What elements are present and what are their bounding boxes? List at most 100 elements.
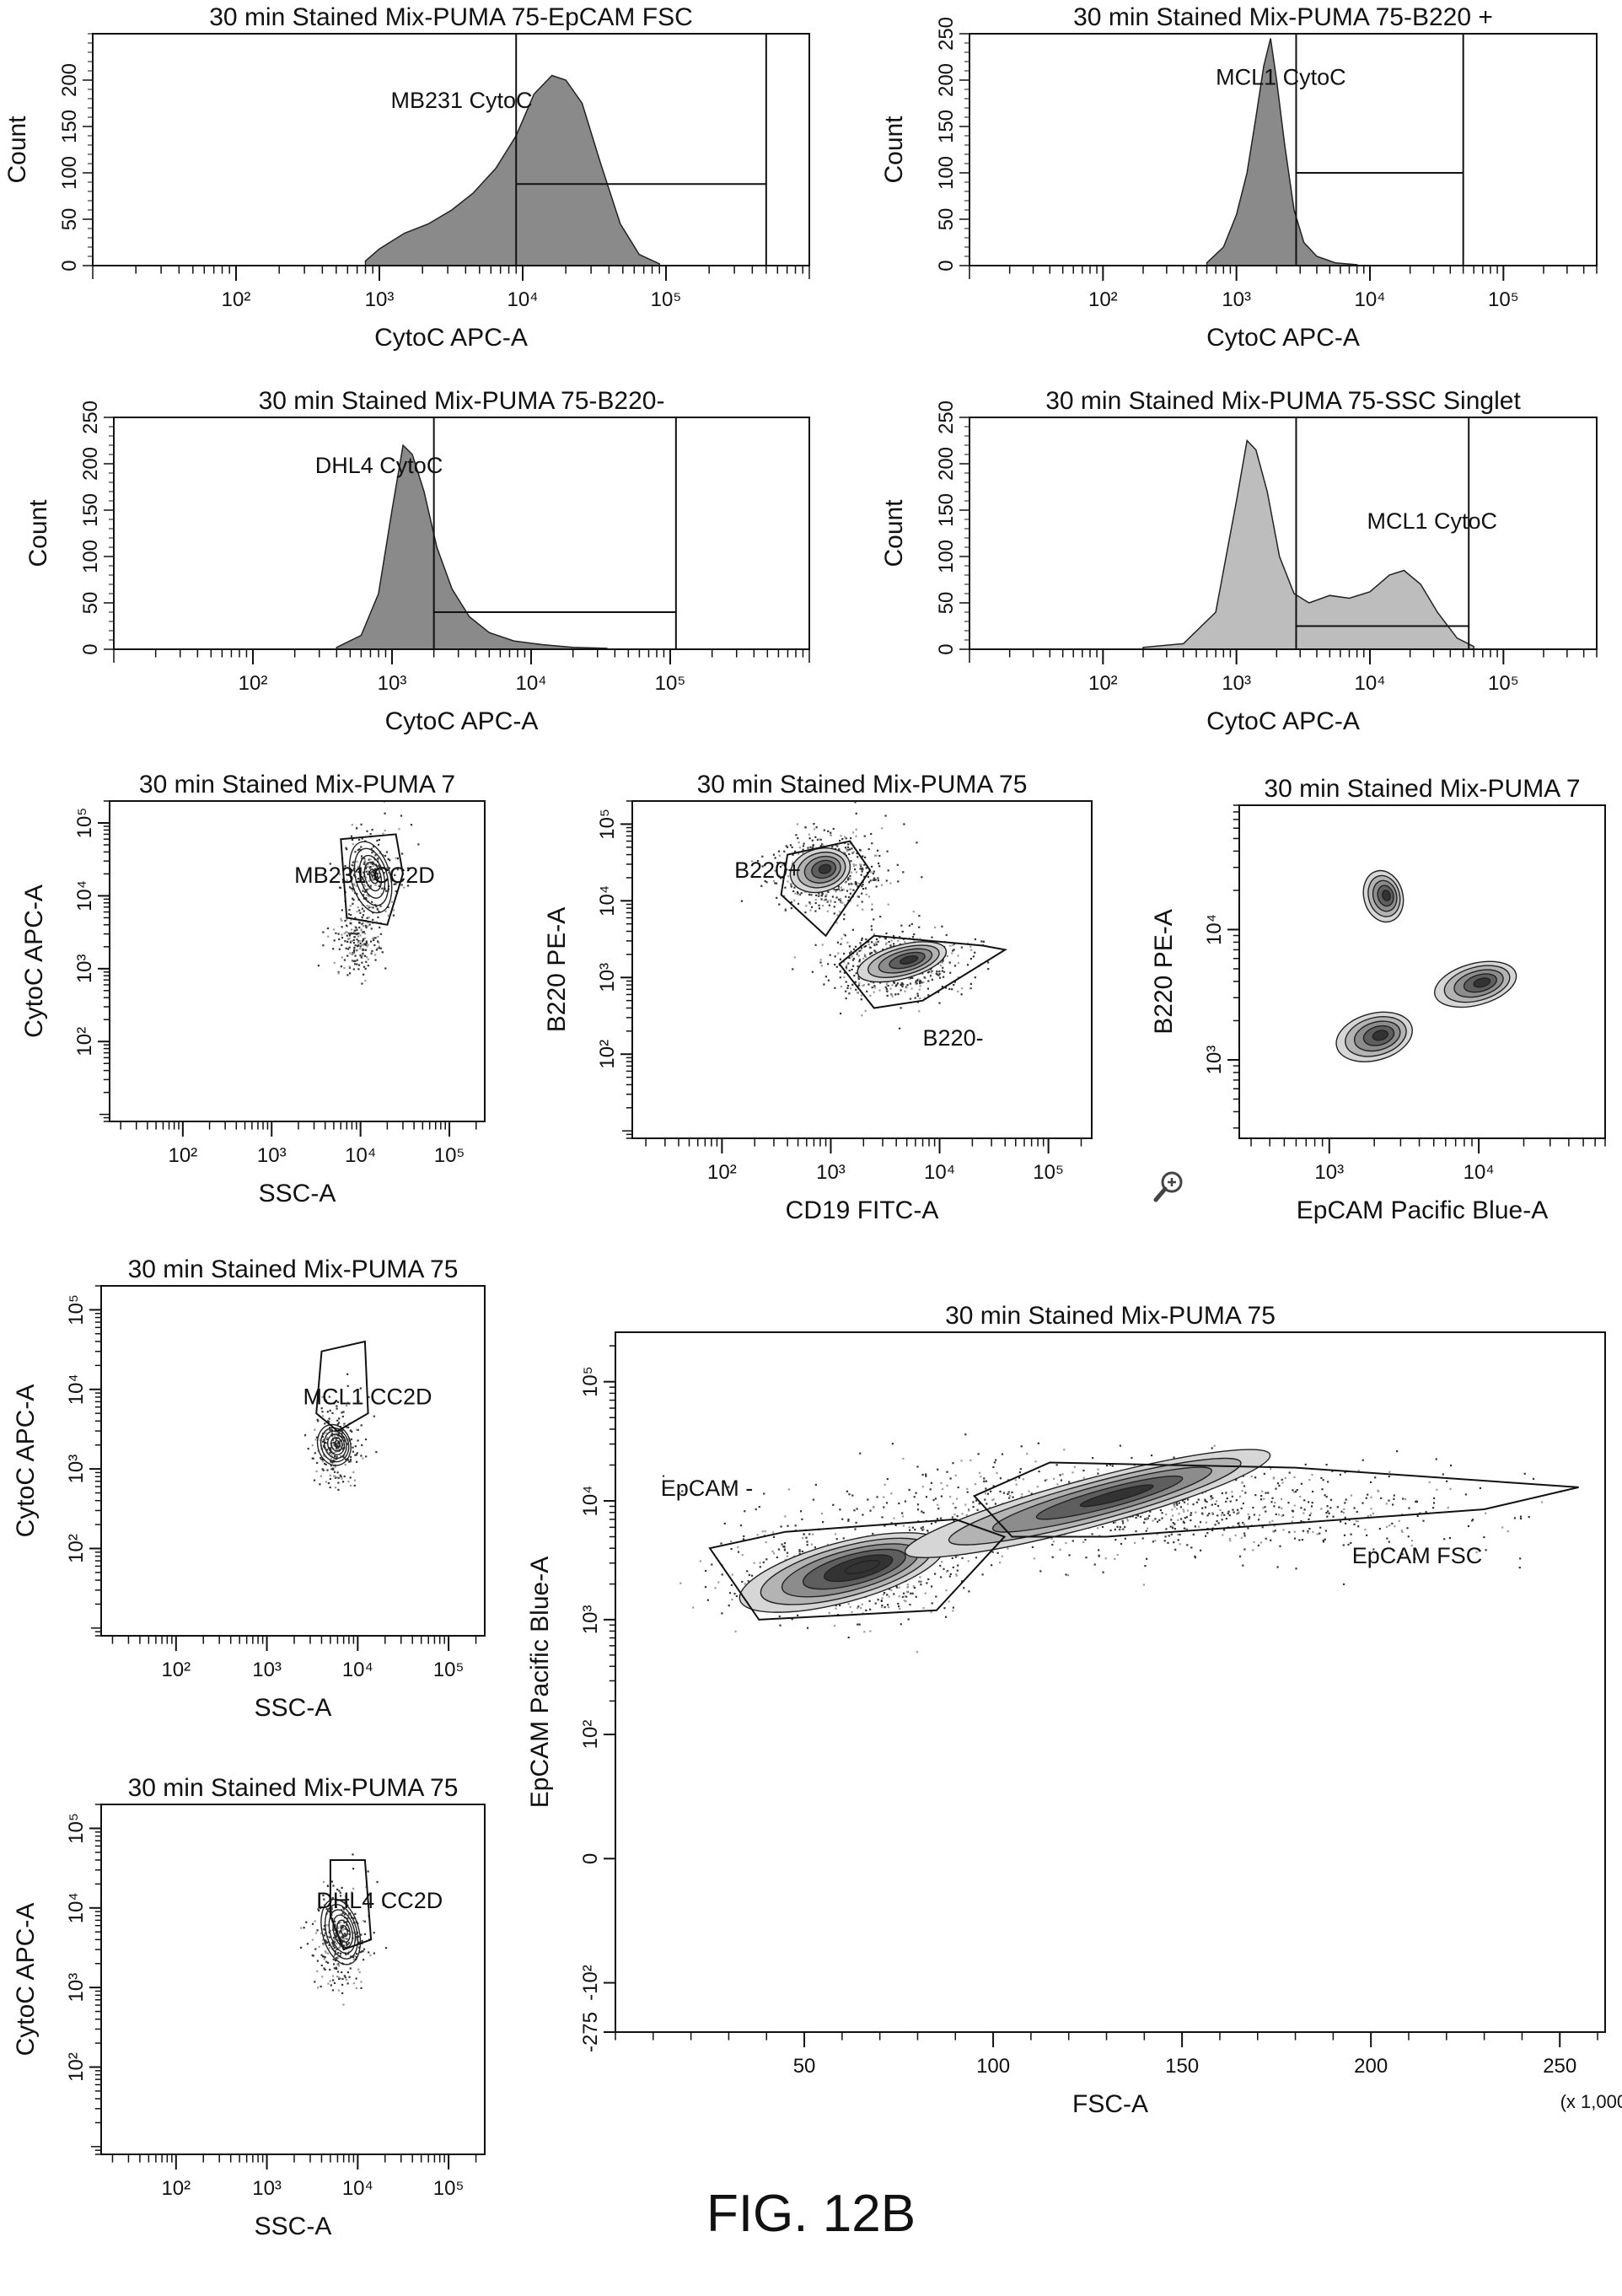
event-dot [877,877,879,879]
x-tick-label: 10⁵ [1488,672,1519,695]
event-dot [337,1433,340,1435]
event-dot [764,879,766,883]
event-dot [895,1584,898,1588]
event-dot [1415,1500,1417,1503]
event-dot [844,836,846,838]
x-tick-label: 10⁵ [433,2177,465,2200]
event-dot [1307,1530,1309,1533]
event-dot [1186,1503,1189,1505]
event-dot [774,882,776,885]
event-dot [334,1476,336,1479]
event-dot [1321,1488,1324,1491]
event-dot [875,885,878,888]
event-dot [797,1614,799,1616]
event-dot [881,1516,884,1519]
event-dot [316,1418,319,1421]
event-dot [341,937,344,939]
event-dot [359,942,362,944]
event-dot [359,1387,362,1390]
event-dot [778,903,781,906]
event-dot [847,883,851,885]
event-dot [363,879,365,882]
event-dot [359,954,362,957]
event-dot [961,987,964,990]
event-dot [329,1980,331,1982]
event-dot [1507,1530,1509,1533]
event-dot [1068,1481,1071,1483]
event-dot [341,1971,343,1974]
event-dot [341,1935,344,1938]
x-tick-label: 10⁵ [433,1659,465,1681]
event-dot [818,904,820,906]
event-dot [372,864,374,867]
event-dot [1152,1519,1154,1522]
event-dot [356,827,358,830]
event-dot [849,878,851,880]
event-dot [860,1607,862,1610]
event-dot [994,1503,996,1505]
event-dot [1059,1474,1061,1476]
event-dot [937,1508,940,1510]
event-dot [356,938,358,941]
event-dot [922,1607,925,1610]
event-dot [326,1411,329,1413]
event-dot [321,1468,324,1471]
axes-frame [615,1331,1606,2033]
event-dot [857,856,859,858]
event-dot [843,960,846,963]
event-dot [1157,1520,1159,1523]
event-dot [882,949,884,951]
event-dot [931,1585,933,1588]
event-dot [372,938,374,940]
event-dot [841,1518,844,1520]
x-tick-label: 10² [239,672,268,695]
event-dot [342,1455,345,1458]
event-dot [862,1514,864,1516]
event-dot [352,883,355,885]
event-dot [333,1402,336,1405]
event-dot [884,943,888,945]
event-dot [1014,1479,1017,1481]
event-dot [354,917,357,919]
event-dot [814,1546,816,1549]
event-dot [396,858,399,860]
event-dot [857,951,859,954]
event-dot [934,1573,937,1575]
event-dot [1213,1444,1216,1447]
event-dot [901,1512,904,1514]
event-dot [1091,1533,1093,1535]
event-dot [858,981,861,984]
event-dot [847,879,850,881]
event-dot [834,1533,837,1535]
event-dot [842,889,845,891]
event-dot [382,1904,385,1906]
event-dot [1159,1509,1162,1512]
y-axis-label: EpCAM Pacific Blue-A [526,1557,554,1808]
event-dot [363,965,366,968]
event-dot [370,847,373,850]
gate-label: MB231 CytoC [390,88,532,113]
event-dot [793,899,796,901]
event-dot [342,1944,346,1947]
event-dot [833,906,835,908]
event-dot [1149,1510,1152,1513]
event-dot [862,888,864,890]
event-dot [841,938,843,940]
event-dot [1019,1468,1022,1471]
y-tick-label: 10⁴ [596,885,619,917]
event-dot [705,1569,707,1573]
event-dot [1139,1515,1142,1518]
event-dot [902,983,905,986]
event-dot [780,877,782,879]
event-dot [1416,1514,1419,1517]
event-dot [879,916,882,918]
event-dot [841,901,843,904]
event-dot [357,932,360,935]
event-dot [347,938,350,940]
event-dot [852,957,856,960]
magnifier-icon[interactable] [1151,1168,1188,1205]
event-dot [356,1460,358,1463]
event-dot [887,1604,889,1606]
event-dot [1174,1523,1176,1525]
